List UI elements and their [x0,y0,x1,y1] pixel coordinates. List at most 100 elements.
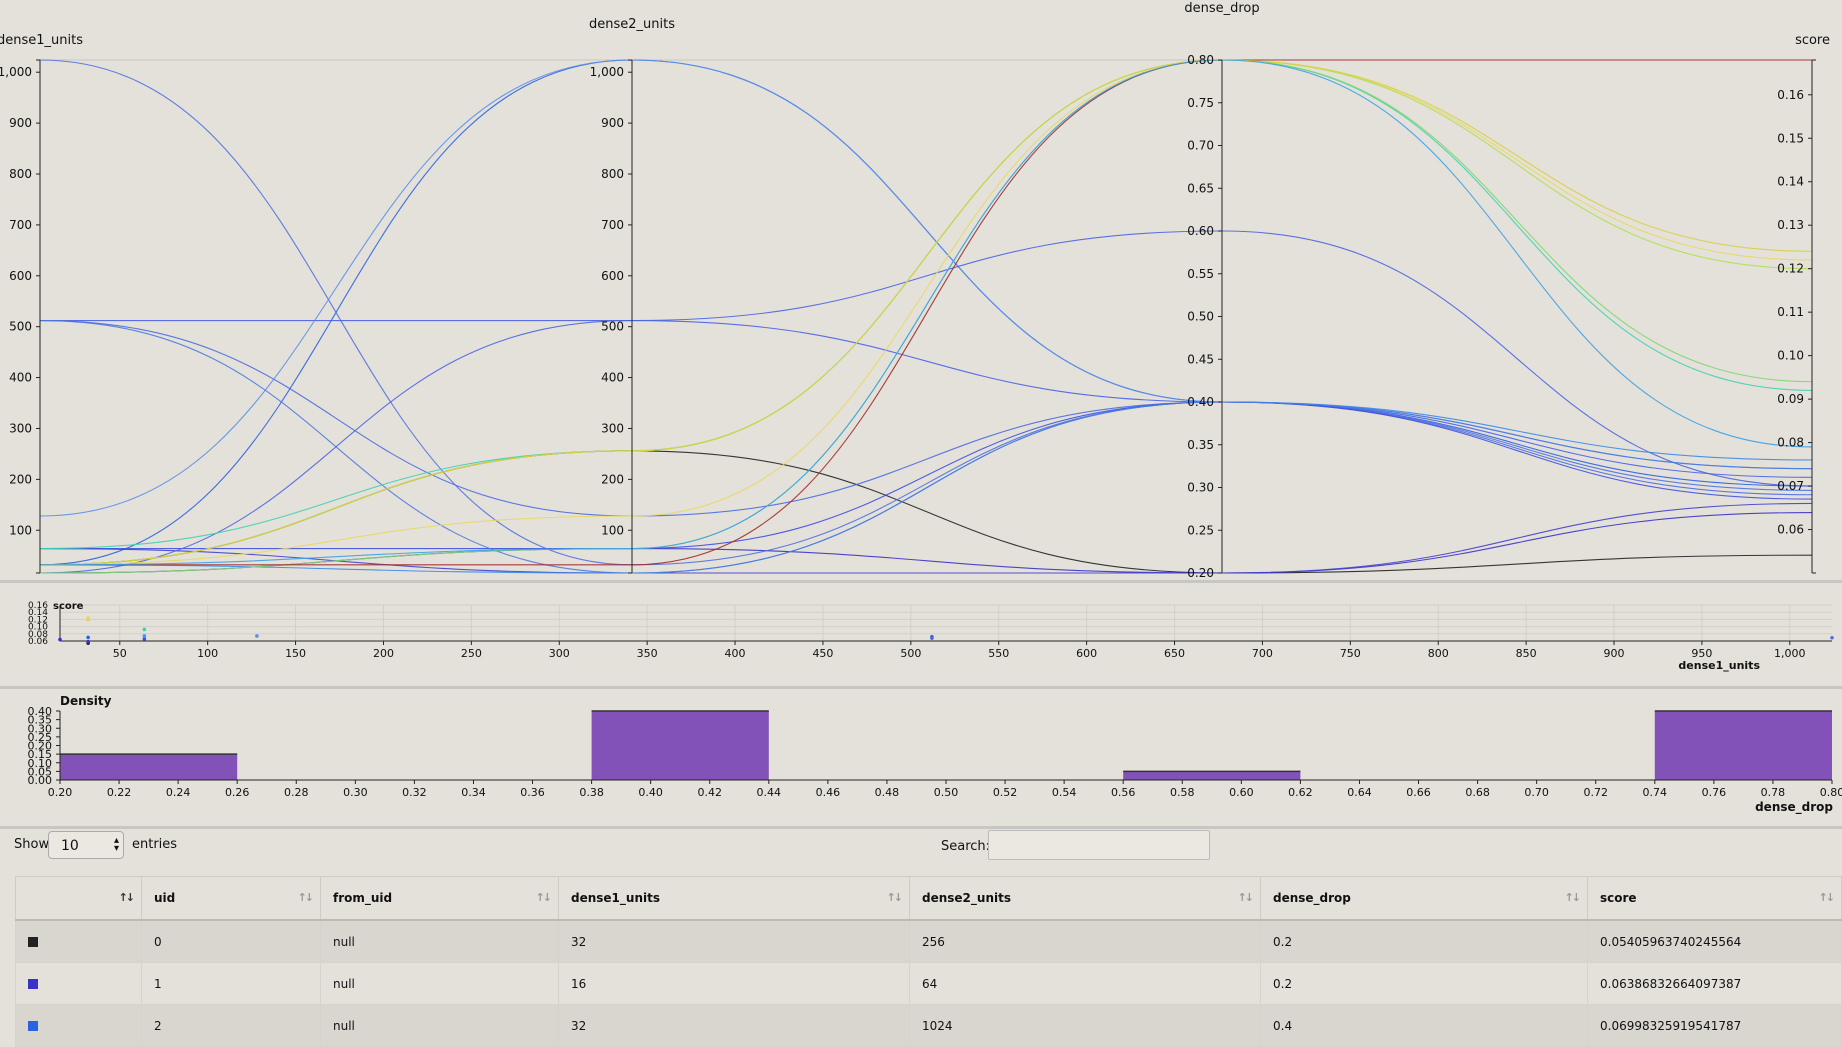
data-line [40,401,1813,550]
x-tick-label: 0.48 [875,786,900,799]
axis-tick-label: 0.10 [1777,349,1804,363]
table-row[interactable]: 1 null 16 64 0.2 0.06386832664097387 [15,962,1842,1005]
x-tick-label: 0.24 [166,786,191,799]
axis-tick-label: 0.13 [1777,218,1804,232]
sort-icon: ↑↓ [1237,891,1255,904]
cell-dense-drop: 0.4 [1260,1004,1588,1047]
show-label: Show [14,837,50,852]
y-axis-title: score [53,601,84,612]
x-tick-label: 850 [1516,647,1537,660]
y-tick-label: 0.40 [28,705,53,718]
panel-divider [0,826,1842,829]
color-swatch [28,937,38,947]
axis-tick-label: 0.65 [1187,181,1214,195]
x-tick-label: 0.62 [1288,786,1313,799]
sort-icon: ↑↓ [1564,891,1582,904]
axis-tick-label: 0.15 [1777,131,1804,145]
table-header-row: ↑↓ uid ↑↓ from_uid ↑↓ dense1_units ↑↓ dense… [15,876,1842,921]
x-tick-label: 0.42 [697,786,722,799]
cell-dense1-units: 32 [558,1004,910,1047]
cell-uid: 0 [141,919,321,963]
cell-dense-drop: 0.2 [1260,919,1588,963]
column-header-dense-drop[interactable]: dense_drop ↑↓ [1260,876,1588,921]
axis-tick-label: 300 [9,421,32,435]
column-header-from-uid[interactable]: from_uid ↑↓ [320,876,559,921]
axis-tick-label: 0.75 [1187,96,1214,110]
table-row[interactable]: 2 null 32 1024 0.4 0.06998325919541787 [15,1004,1842,1047]
table-row[interactable]: 0 null 32 256 0.2 0.05405963740245564 [15,919,1842,963]
x-tick-label: 0.28 [284,786,309,799]
x-tick-label: 600 [1076,647,1097,660]
panel-divider [0,686,1842,689]
color-swatch [28,1021,38,1031]
x-tick-label: 0.38 [579,786,604,799]
axis-tick-label: 300 [601,421,624,435]
axis-tick-label: 0.60 [1187,224,1214,238]
x-tick-label: 400 [725,647,746,660]
search-label: Search: [941,839,991,854]
scatter-point [142,634,147,638]
axis-tick-label: 700 [9,218,32,232]
cell-score: 0.06998325919541787 [1587,1004,1842,1047]
histogram-chart: 0.400.350.300.250.200.150.100.050.000.20… [28,694,1842,815]
column-header-color[interactable]: ↑↓ [15,876,142,921]
axis-tick-label: 0.55 [1187,267,1214,281]
column-header-score[interactable]: score ↑↓ [1587,876,1842,921]
x-tick-label: 0.60 [1229,786,1254,799]
table-controls: Show 10 ▴ ▾ entries Search: [0,829,1842,879]
scatter-chart: 0.160.140.120.100.080.06 50 100 150 200 250 30… [28,601,1834,672]
x-tick-label: 0.66 [1406,786,1431,799]
x-tick-label: 0.80 [1820,786,1842,799]
x-tick-label: 0.20 [48,786,73,799]
axis-title: dense1_units [0,33,83,48]
axis-tick-label: 800 [601,167,624,181]
histogram-bar [1123,771,1301,780]
y-tick-label: 0.35 [28,714,53,727]
cell-dense-drop: 0.2 [1260,962,1588,1005]
x-tick-label: 0.58 [1170,786,1195,799]
axis-tick-label: 0.08 [1777,436,1804,450]
y-tick-label: 0.05 [28,765,53,778]
column-header-dense1-units[interactable]: dense1_units ↑↓ [558,876,910,921]
data-line [39,230,1813,574]
axis-tick-label: 100 [9,523,32,537]
axis-tick-label: 200 [601,472,624,486]
data-line [39,450,1813,574]
column-header-uid[interactable]: uid ↑↓ [141,876,321,921]
y-tick-label: 0.25 [28,731,53,744]
x-tick-label: 0.46 [816,786,841,799]
cell-score: 0.05405963740245564 [1587,919,1842,963]
cell-uid: 2 [141,1004,321,1047]
y-tick-label: 0.14 [28,608,48,618]
sort-icon: ↑↓ [535,891,553,904]
histogram-bar [591,711,769,780]
x-tick-label: 950 [1691,647,1712,660]
axis-tick-label: 500 [601,320,624,334]
search-input[interactable] [988,830,1210,860]
data-line [39,59,1813,566]
page-size-select[interactable]: 10 ▴ ▾ [48,831,124,859]
scatter-point [255,634,259,638]
y-tick-label: 0.16 [28,601,48,611]
sort-asc-icon: ↑↓ [118,891,136,904]
axis-tick-label: 900 [601,116,624,130]
axis-tick-label: 600 [9,269,32,283]
data-line [39,59,1813,517]
histogram-bar [1654,711,1832,780]
axis-tick-label: 0.11 [1777,305,1804,319]
axis-tick-label: 0.45 [1187,352,1214,366]
cell-dense2-units: 256 [909,919,1261,963]
sort-icon: ↑↓ [1818,891,1836,904]
x-tick-label: 0.54 [1052,786,1077,799]
axis-tick-label: 400 [9,371,32,385]
axis-tick-label: 200 [9,472,32,486]
axis-tick-label: 0.07 [1777,479,1804,493]
y-axis-title: Density [60,694,112,708]
x-axis-title: dense_drop [1755,800,1833,815]
cell-uid: 1 [141,962,321,1005]
column-header-dense2-units[interactable]: dense2_units ↑↓ [909,876,1261,921]
axis-tick-label: 0.12 [1777,262,1804,276]
y-tick-label: 0.12 [28,615,48,625]
x-tick-label: 0.34 [461,786,486,799]
histogram-panel: 0.40 0.35 0.30 0.25 0.20 0.15 0.10 0.05 0.00 0.20… [0,690,1842,825]
